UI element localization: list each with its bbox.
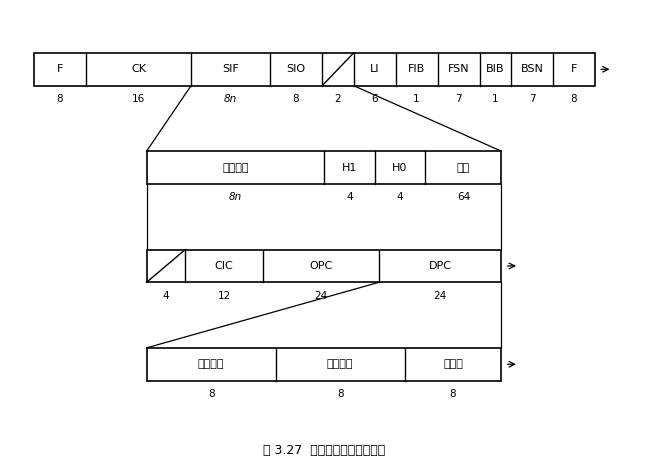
Text: 8: 8	[450, 389, 456, 399]
Text: 24: 24	[434, 291, 446, 301]
Text: 16: 16	[132, 94, 145, 104]
Text: 8: 8	[337, 389, 343, 399]
Bar	[146, 151, 502, 184]
Text: 4: 4	[397, 193, 403, 203]
Text: F: F	[571, 64, 577, 74]
Text: 2: 2	[334, 94, 341, 104]
Text: H1: H1	[341, 162, 357, 172]
Text: BSN: BSN	[520, 64, 544, 74]
Bar	[146, 250, 502, 282]
Text: 信令信息: 信令信息	[222, 162, 249, 172]
Text: 8: 8	[208, 389, 214, 399]
Text: 4: 4	[346, 193, 353, 203]
Text: FSN: FSN	[448, 64, 469, 74]
Text: CIC: CIC	[214, 261, 233, 271]
Text: F: F	[56, 64, 63, 74]
Text: 1: 1	[492, 94, 498, 104]
Text: LI: LI	[370, 64, 379, 74]
Text: 64: 64	[457, 193, 470, 203]
Text: 12: 12	[217, 291, 231, 301]
Text: 1: 1	[413, 94, 420, 104]
Text: 图 3.27  电话消息信令单元格式: 图 3.27 电话消息信令单元格式	[263, 444, 385, 457]
Text: H0: H0	[392, 162, 408, 172]
Text: 主信令区: 主信令区	[198, 359, 224, 369]
Text: DPC: DPC	[428, 261, 452, 271]
Text: OPC: OPC	[309, 261, 332, 271]
Text: 4: 4	[163, 291, 169, 301]
Text: CK: CK	[131, 64, 146, 74]
Text: 8: 8	[56, 94, 64, 104]
Text: 8: 8	[293, 94, 299, 104]
Text: 6: 6	[371, 94, 378, 104]
Text: 信令点: 信令点	[443, 359, 463, 369]
Bar	[146, 348, 502, 381]
Text: 7: 7	[529, 94, 535, 104]
Text: 8n: 8n	[229, 193, 242, 203]
Text: FIB: FIB	[408, 64, 425, 74]
Text: SIO: SIO	[286, 64, 305, 74]
Text: 标记: 标记	[457, 162, 470, 172]
Text: 8n: 8n	[224, 94, 237, 104]
Text: 7: 7	[456, 94, 462, 104]
Text: 分信令区: 分信令区	[327, 359, 353, 369]
Text: 8: 8	[571, 94, 577, 104]
Bar	[34, 53, 595, 86]
Text: SIF: SIF	[222, 64, 238, 74]
Text: BIB: BIB	[486, 64, 505, 74]
Text: 24: 24	[314, 291, 327, 301]
